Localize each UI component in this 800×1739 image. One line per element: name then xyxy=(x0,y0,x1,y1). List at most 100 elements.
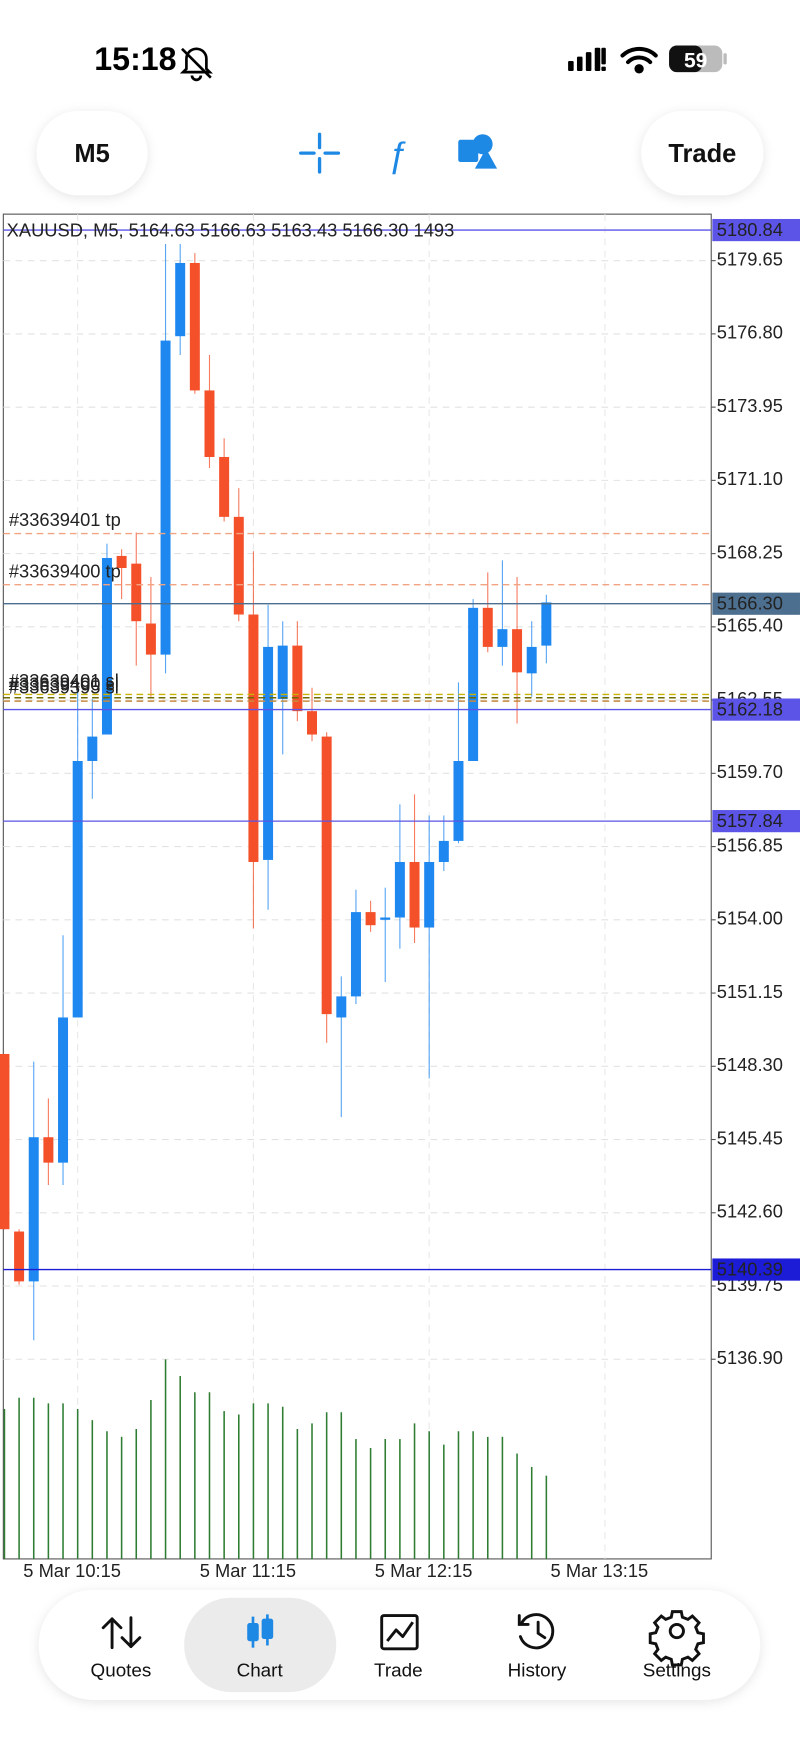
price-box-label: 5166.30 xyxy=(717,593,783,614)
order-label: #33639400 tp xyxy=(9,560,121,581)
candle-body xyxy=(189,262,200,391)
candle-body xyxy=(263,646,274,860)
candle-body xyxy=(87,736,98,761)
y-tick-label: 5171.10 xyxy=(717,468,783,489)
candle-body xyxy=(233,516,244,615)
candle-body xyxy=(101,557,112,735)
y-tick-label: 5165.40 xyxy=(717,615,783,636)
candle-body xyxy=(72,760,83,1018)
candle-body xyxy=(116,555,127,569)
y-tick-label: 5159.70 xyxy=(717,761,783,782)
candle-body xyxy=(28,1137,39,1282)
candle-body xyxy=(512,629,523,673)
y-tick-label: 5145.45 xyxy=(717,1127,783,1148)
candle-body xyxy=(482,607,493,647)
trade-label[interactable]: Trade xyxy=(668,140,736,168)
wifi-icon xyxy=(620,47,658,74)
candle-body xyxy=(145,623,156,655)
status-time: 15:18 xyxy=(94,41,176,77)
objects-icon[interactable] xyxy=(458,134,498,169)
trade-icon[interactable] xyxy=(380,1614,419,1651)
price-box xyxy=(712,592,800,615)
chart-header: XAUUSD, M5, 5164.63 5166.63 5163.43 5166… xyxy=(7,220,455,241)
timeframe-button[interactable] xyxy=(36,110,148,196)
battery-icon: 59 xyxy=(669,45,727,73)
candle-body xyxy=(424,861,435,928)
y-tick-label: 5168.25 xyxy=(717,541,783,562)
chart-frame xyxy=(2,213,712,1560)
candle-body xyxy=(0,1053,10,1230)
candle-body xyxy=(248,614,259,862)
candle-body xyxy=(219,456,230,517)
chart-icon[interactable] xyxy=(247,1614,274,1648)
order-label: #33639400 sl xyxy=(9,673,119,694)
nav-bar xyxy=(38,1589,761,1700)
price-box xyxy=(712,698,800,721)
nav-item[interactable]: Trade xyxy=(374,1660,423,1681)
mute-icon xyxy=(179,47,213,82)
candle-body xyxy=(526,646,537,674)
order-label: #33639395 sl xyxy=(9,677,119,698)
price-box-label: 5157.84 xyxy=(717,810,783,831)
candle-body xyxy=(58,1017,69,1163)
timeframe-label[interactable]: M5 xyxy=(74,140,109,168)
battery-level: 59 xyxy=(684,50,707,73)
candle-body xyxy=(394,861,405,918)
candle-body xyxy=(175,262,186,337)
order-label: #33639401 tp xyxy=(9,509,121,530)
price-box xyxy=(712,218,800,242)
nav-item[interactable]: Chart xyxy=(237,1660,284,1681)
y-tick-label: 5148.30 xyxy=(717,1054,783,1075)
candle-body xyxy=(365,912,376,926)
crosshair-icon[interactable] xyxy=(299,132,341,174)
candle-body xyxy=(350,912,361,997)
order-label: #33639401 sl xyxy=(9,670,119,691)
candle-body xyxy=(277,645,288,700)
y-tick-label: 5136.90 xyxy=(717,1347,783,1368)
candle-body xyxy=(468,607,479,761)
y-tick-label: 5156.85 xyxy=(717,834,783,855)
y-tick-label: 5151.15 xyxy=(717,981,783,1002)
x-tick-label: 5 Mar 13:15 xyxy=(551,1560,649,1581)
candle-body xyxy=(409,861,420,928)
y-tick-label: 5176.80 xyxy=(717,322,783,343)
candle-body xyxy=(204,390,215,457)
trade-button[interactable] xyxy=(641,110,764,196)
candle-body xyxy=(43,1137,54,1163)
settings-icon[interactable] xyxy=(648,1610,705,1667)
x-tick-label: 5 Mar 11:15 xyxy=(200,1560,296,1581)
price-box-label: 5162.18 xyxy=(717,699,783,720)
candle-body xyxy=(160,340,171,655)
candle-body xyxy=(438,840,449,862)
nav-item[interactable]: Quotes xyxy=(91,1660,152,1681)
candle-body xyxy=(380,917,391,920)
price-box-label: 5180.84 xyxy=(717,219,783,240)
x-tick-label: 5 Mar 10:15 xyxy=(23,1560,121,1581)
history-icon[interactable] xyxy=(517,1613,555,1650)
nav-item[interactable]: History xyxy=(508,1660,567,1681)
y-tick-label: 5154.00 xyxy=(717,908,783,929)
nav-item[interactable]: Settings xyxy=(643,1660,711,1681)
candle-body xyxy=(541,602,552,646)
candle-body xyxy=(14,1231,25,1282)
chart: #33639401 tp #33639400 tp #33639401 sl#336… xyxy=(0,213,800,1581)
candle-body xyxy=(321,736,332,1015)
candle-body xyxy=(336,996,347,1018)
y-tick-label: 5179.65 xyxy=(717,248,783,269)
y-tick-label: 5173.95 xyxy=(717,395,783,416)
candle-body xyxy=(453,760,464,841)
candle-body xyxy=(292,645,303,712)
indicators-icon[interactable]: ƒ xyxy=(387,134,407,175)
nav-active-pill xyxy=(184,1597,337,1693)
price-box-label: 5140.39 xyxy=(717,1258,783,1279)
quotes-icon[interactable] xyxy=(101,1616,142,1650)
price-box xyxy=(712,810,800,833)
price-box xyxy=(712,1258,800,1281)
x-tick-label: 5 Mar 12:15 xyxy=(375,1560,473,1581)
signal-icon xyxy=(568,47,606,72)
candle-body xyxy=(307,711,318,735)
candle-body xyxy=(497,629,508,647)
candle-body xyxy=(131,563,142,622)
